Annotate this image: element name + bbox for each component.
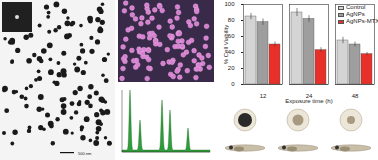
svg-text:100: 100 xyxy=(224,1,235,7)
svg-text:Exposure time (h): Exposure time (h) xyxy=(285,98,332,104)
svg-text:60: 60 xyxy=(228,33,235,39)
html-text:AgNPs: AgNPs xyxy=(346,11,365,17)
svg-text:% Cell Viability: % Cell Viability xyxy=(223,25,229,65)
html-text:Control: Control xyxy=(346,4,366,10)
svg-text:20: 20 xyxy=(228,65,235,71)
svg-text:48: 48 xyxy=(352,93,359,99)
svg-text:12: 12 xyxy=(260,93,267,99)
svg-text:500 nm: 500 nm xyxy=(78,151,92,156)
svg-text:80: 80 xyxy=(228,17,235,23)
svg-text:0: 0 xyxy=(231,81,235,87)
svg-text:40: 40 xyxy=(228,49,235,55)
svg-text:24: 24 xyxy=(305,92,313,99)
